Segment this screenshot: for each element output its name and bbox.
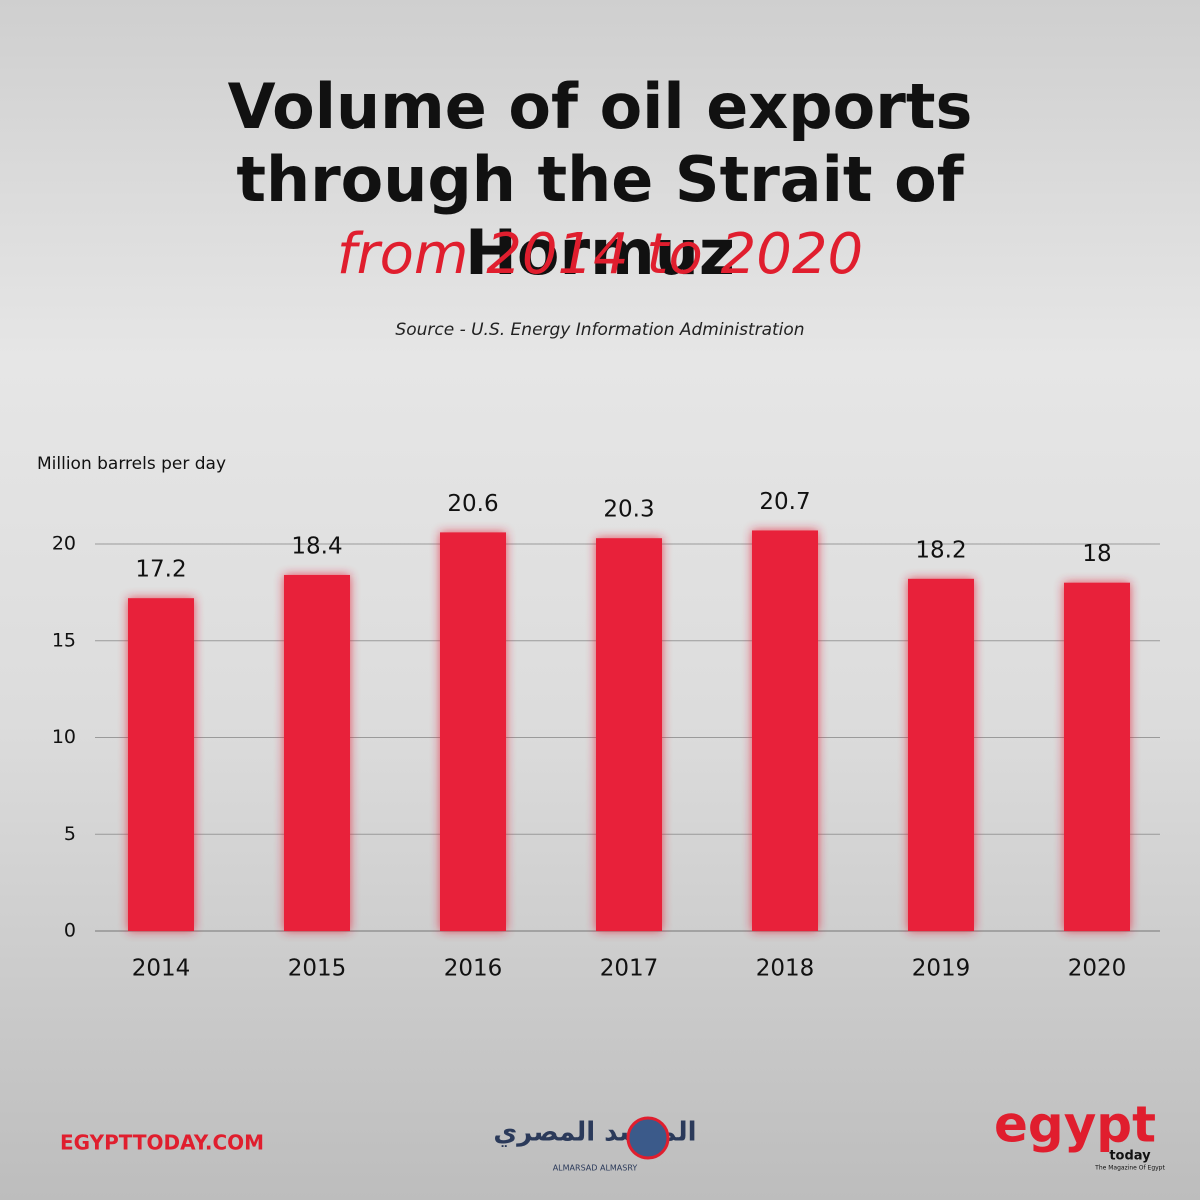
y-tick-label: 5 (64, 823, 76, 845)
x-tick-label: 2018 (756, 956, 815, 982)
bar (1064, 582, 1130, 931)
bar (596, 538, 662, 931)
y-axis-label: Million barrels per day (37, 454, 226, 474)
x-tick-label: 2019 (912, 956, 971, 982)
value-label: 20.7 (759, 489, 810, 515)
bar (440, 532, 506, 931)
y-tick-label: 15 (52, 629, 76, 651)
value-label: 17.2 (135, 557, 186, 583)
value-label: 18.2 (915, 537, 966, 563)
bar (128, 598, 194, 931)
value-label: 20.6 (447, 491, 498, 517)
bar (752, 530, 818, 931)
chart-title: Volume of oil exports through the Strait… (227, 70, 973, 290)
value-label: 18.4 (291, 533, 342, 559)
partner-latin: ALMARSAD ALMASRY (553, 1164, 638, 1173)
bar (908, 578, 974, 931)
brand-sub: today (1109, 1149, 1151, 1164)
value-label: 20.3 (603, 497, 654, 523)
x-tick-label: 2014 (132, 956, 191, 982)
y-tick-label: 0 (64, 920, 76, 942)
x-tick-label: 2015 (288, 956, 347, 982)
brand-logo: egypt (994, 1096, 1156, 1154)
chart-subtitle: from 2014 to 2020 (336, 222, 864, 287)
bar (284, 574, 350, 931)
footer-site: EGYPTTODAY.COM (60, 1131, 264, 1155)
y-tick-label: 10 (52, 726, 76, 748)
x-tick-label: 2020 (1068, 956, 1127, 982)
source-note: Source - U.S. Energy Information Adminis… (395, 320, 805, 340)
x-tick-label: 2017 (600, 956, 659, 982)
partner-icon (626, 1116, 670, 1160)
value-label: 18 (1082, 541, 1111, 567)
x-tick-label: 2016 (444, 956, 503, 982)
brand-tagline: The Magazine Of Egypt (1094, 1165, 1165, 1172)
y-tick-label: 20 (52, 533, 76, 555)
